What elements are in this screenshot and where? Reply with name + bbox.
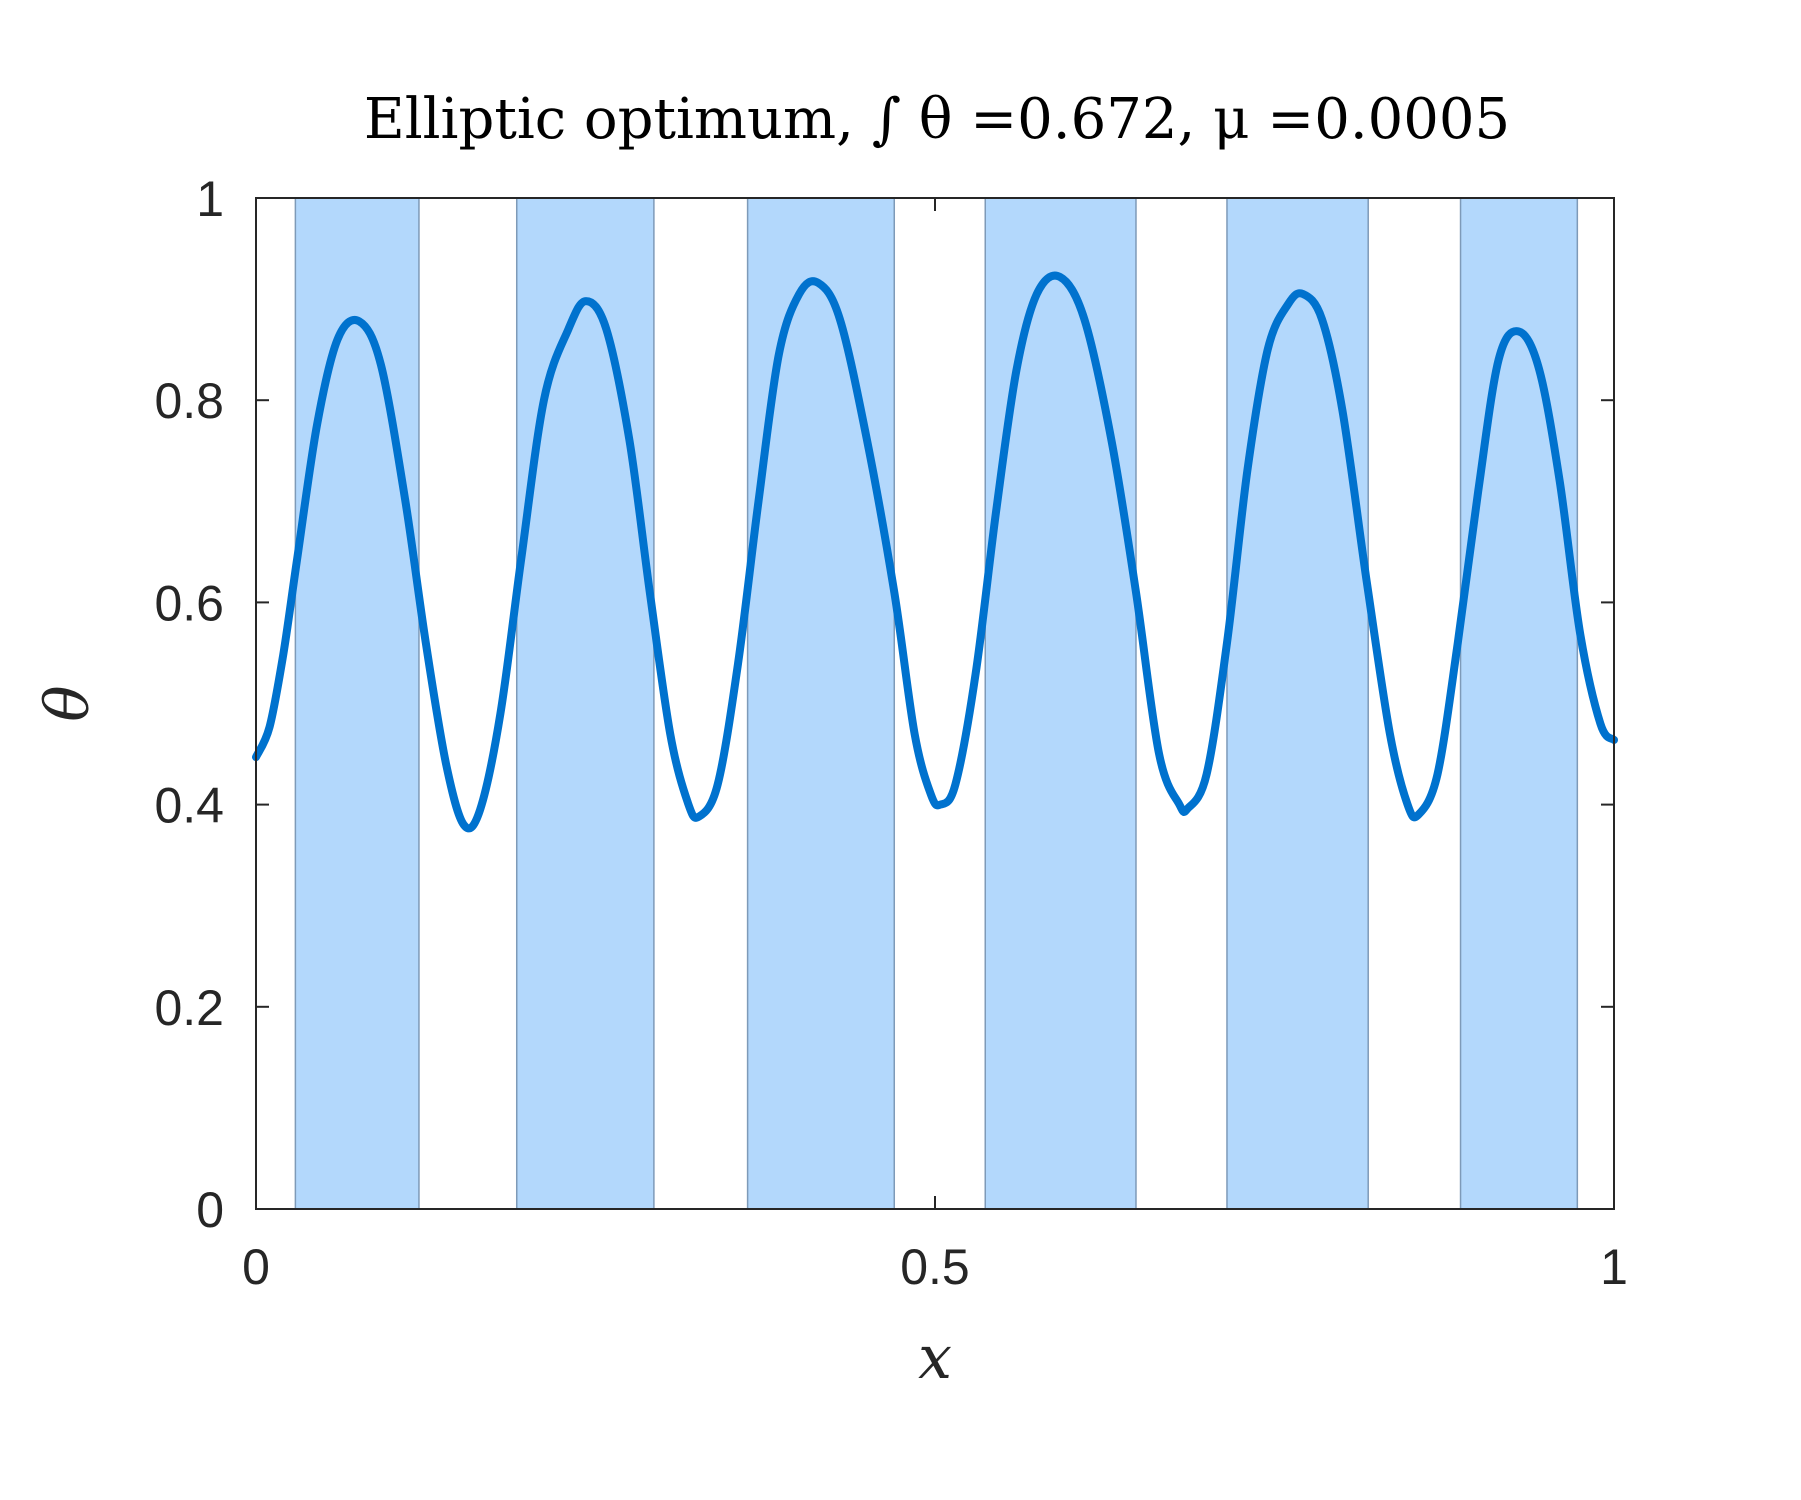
highlight-bands: [294, 197, 1579, 1210]
x-tick-label: 0: [242, 1239, 270, 1295]
axes-box: [255, 197, 1615, 1210]
highlight-band-4: [984, 197, 1137, 1210]
y-tick-label: 0: [196, 1182, 224, 1238]
highlight-band-3: [746, 197, 896, 1210]
x-tick-label: 1: [1600, 1239, 1628, 1295]
y-tick-label: 0.4: [154, 778, 224, 834]
x-axis-label: x: [918, 1323, 952, 1393]
highlight-band-5: [1226, 197, 1369, 1210]
x-tick-label: 0.5: [900, 1239, 970, 1295]
series-lines: [252, 271, 1618, 833]
y-tick-label: 0.2: [154, 980, 224, 1036]
x-axis-ticks: 0 0.5 1: [242, 198, 1628, 1295]
y-tick-label: 0.8: [154, 373, 224, 429]
y-tick-label: 1: [196, 171, 224, 227]
y-axis-label: θ: [33, 685, 103, 721]
y-tick-label: 0.6: [154, 575, 224, 631]
series-line-1: [252, 271, 1618, 833]
highlight-band-1: [294, 197, 420, 1210]
y-axis-ticks: 0 0.2 0.4 0.6 0.8 1: [154, 171, 1614, 1238]
highlight-band-6: [1459, 197, 1579, 1210]
chart-title: Elliptic optimum, ∫ θ =0.672, μ =0.0005: [364, 87, 1510, 152]
highlight-band-2: [515, 197, 655, 1210]
